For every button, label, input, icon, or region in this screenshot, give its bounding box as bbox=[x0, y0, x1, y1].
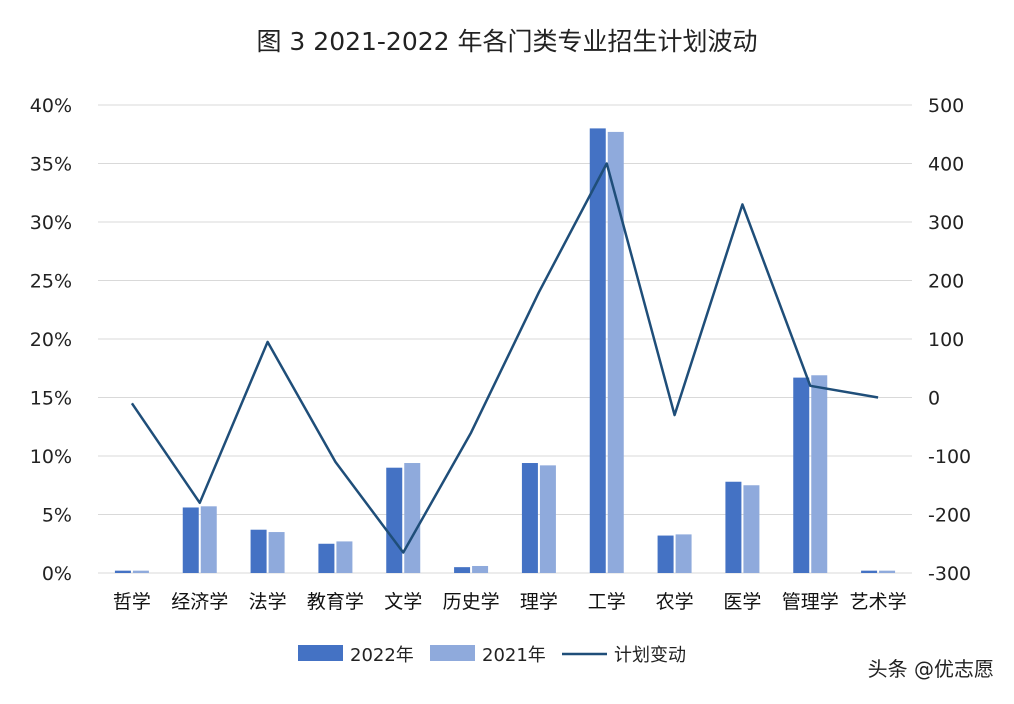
y-right-tick-label: -100 bbox=[928, 446, 971, 468]
line-计划变动 bbox=[130, 162, 879, 554]
bar-2022年-哲学 bbox=[114, 570, 131, 573]
bar-2021年-教育学 bbox=[336, 541, 353, 573]
bar-2021年-哲学 bbox=[132, 570, 149, 573]
bar-2021年-经济学 bbox=[200, 506, 217, 573]
x-tick-label: 历史学 bbox=[443, 591, 500, 613]
gridlines bbox=[98, 104, 912, 574]
legend-swatch-2022 bbox=[298, 645, 343, 661]
bar-2021年-历史学 bbox=[472, 565, 489, 573]
bar-2021年-法学 bbox=[268, 532, 285, 573]
bar-2022年-法学 bbox=[250, 529, 267, 573]
y-right-tick-label: 400 bbox=[928, 154, 964, 176]
bar-2022年-理学 bbox=[521, 463, 538, 573]
bar-2022年-医学 bbox=[725, 481, 742, 573]
x-tick-label: 文学 bbox=[384, 591, 422, 613]
y-left-tick-label: 25% bbox=[30, 271, 72, 293]
y-right-tick-label: 200 bbox=[928, 271, 964, 293]
bar-2022年-经济学 bbox=[182, 507, 199, 573]
y-left-tick-label: 0% bbox=[42, 563, 72, 585]
x-tick-label: 工学 bbox=[588, 591, 626, 613]
y-left-tick-label: 30% bbox=[30, 212, 72, 234]
x-tick-label: 艺术学 bbox=[850, 591, 907, 613]
y-left-tick-label: 15% bbox=[30, 388, 72, 410]
y-left-tick-label: 35% bbox=[30, 154, 72, 176]
bar-2022年-管理学 bbox=[793, 377, 810, 573]
bar-2021年-艺术学 bbox=[879, 570, 896, 573]
bar-2021年-工学 bbox=[607, 131, 624, 573]
y-left-tick-label: 20% bbox=[30, 329, 72, 351]
y-right-tick-label: 0 bbox=[928, 388, 940, 410]
x-tick-label: 哲学 bbox=[113, 591, 151, 613]
y-right-tick-label: 500 bbox=[928, 95, 964, 117]
x-tick-label: 教育学 bbox=[307, 591, 364, 613]
bar-2021年-医学 bbox=[743, 485, 760, 573]
legend: 2022年 2021年 计划变动 bbox=[298, 645, 686, 666]
x-tick-label: 农学 bbox=[656, 591, 694, 613]
bar-2021年-文学 bbox=[404, 463, 421, 573]
bar-2022年-农学 bbox=[657, 535, 674, 573]
bar-2022年-工学 bbox=[589, 128, 606, 573]
y-axis-left: 0% 5% 10% 15% 20% 25% 30% 35% 40% bbox=[30, 95, 72, 585]
x-tick-label: 法学 bbox=[249, 591, 287, 613]
y-right-tick-label: -300 bbox=[928, 563, 971, 585]
bar-2022年-历史学 bbox=[454, 567, 471, 573]
x-tick-label: 理学 bbox=[520, 591, 558, 613]
bars bbox=[114, 128, 896, 573]
legend-label-2021: 2021年 bbox=[482, 645, 546, 666]
y-left-tick-label: 40% bbox=[30, 95, 72, 117]
y-right-tick-label: 300 bbox=[928, 212, 964, 234]
bar-2021年-管理学 bbox=[811, 375, 828, 573]
y-left-tick-label: 10% bbox=[30, 446, 72, 468]
chart-title: 图 3 2021-2022 年各门类专业招生计划波动 bbox=[256, 27, 757, 56]
legend-swatch-2021 bbox=[430, 645, 475, 661]
y-right-tick-label: 100 bbox=[928, 329, 964, 351]
y-left-tick-label: 5% bbox=[42, 505, 72, 527]
bar-2022年-艺术学 bbox=[861, 570, 878, 573]
source-label: 头条 @优志愿 bbox=[868, 657, 994, 681]
bar-2021年-理学 bbox=[539, 465, 556, 573]
x-tick-label: 管理学 bbox=[782, 591, 839, 613]
y-right-tick-label: -200 bbox=[928, 505, 971, 527]
legend-label-plan-change: 计划变动 bbox=[614, 645, 686, 666]
legend-label-2022: 2022年 bbox=[350, 645, 414, 666]
x-tick-label: 医学 bbox=[723, 591, 761, 613]
bar-2021年-农学 bbox=[675, 534, 692, 573]
bar-2022年-文学 bbox=[386, 467, 403, 573]
x-tick-label: 经济学 bbox=[171, 591, 228, 613]
bar-2022年-教育学 bbox=[318, 543, 335, 573]
y-axis-right: -300 -200 -100 0 100 200 300 400 500 bbox=[928, 95, 971, 585]
x-axis: 哲学 经济学 法学 教育学 文学 历史学 理学 工学 农学 医学 管理学 艺术学 bbox=[113, 591, 907, 613]
line-series bbox=[130, 162, 879, 554]
